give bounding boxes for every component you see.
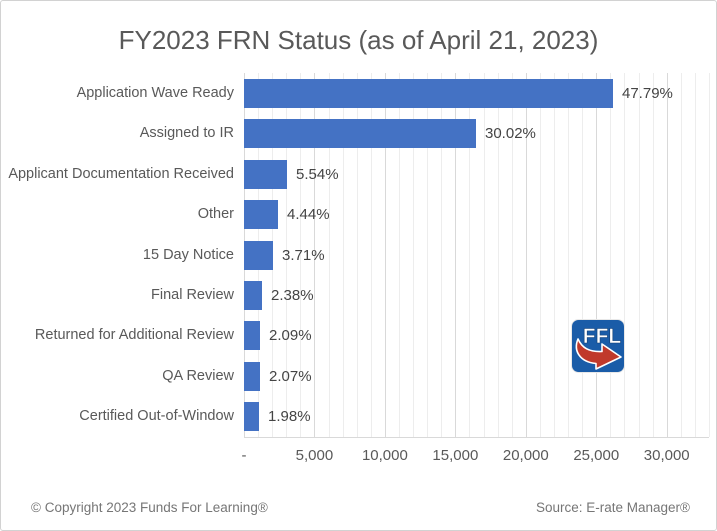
source-text: Source: E-rate Manager® [535,500,690,515]
major-gridline [526,73,527,437]
minor-gridline [512,73,513,437]
bar [244,280,262,310]
x-tick-label: 20,000 [502,447,549,464]
logo-arrow-icon [575,338,622,370]
minor-gridline [695,73,696,437]
minor-gridline [441,73,442,437]
x-tick-label: 30,000 [643,447,690,464]
bar [244,159,287,189]
category-label: Application Wave Ready [76,84,234,101]
minor-gridline [709,73,710,437]
bar [244,78,613,108]
major-gridline [385,73,386,437]
minor-gridline [300,73,301,437]
category-label: Returned for Additional Review [34,327,234,344]
category-label: QA Review [162,367,234,384]
value-label: 2.07% [269,367,312,385]
minor-gridline [329,73,330,437]
minor-gridline [469,73,470,437]
category-label: Assigned to IR [139,125,234,142]
bar [244,361,260,391]
category-label: Other [197,206,234,223]
category-label: Final Review [151,286,234,303]
value-label: 1.98% [268,408,311,426]
category-label: Applicant Documentation Received [8,165,234,182]
copyright-text: © Copyright 2023 Funds For Learning® [31,500,268,515]
x-tick-label: 10,000 [361,447,408,464]
value-label: 30.02% [485,125,536,143]
major-gridline [596,73,597,437]
minor-gridline [498,73,499,437]
major-gridline [667,73,668,437]
value-label: 3.71% [282,246,325,264]
value-label: 47.79% [622,84,673,102]
minor-gridline [568,73,569,437]
minor-gridline [286,73,287,437]
value-label: 2.38% [271,286,314,304]
minor-gridline [681,73,682,437]
bar [244,119,476,149]
bar [244,200,278,230]
minor-gridline [639,73,640,437]
minor-gridline [413,73,414,437]
minor-gridline [371,73,372,437]
chart-title: FY2023 FRN Status (as of April 21, 2023) [118,25,599,55]
minor-gridline [582,73,583,437]
logo-text: FFL [583,325,622,348]
value-label: 2.09% [269,327,312,345]
category-label: 15 Day Notice [142,246,234,263]
category-label: Certified Out-of-Window [79,408,234,425]
major-gridline [314,73,315,437]
ffl-logo: FFL [571,319,625,373]
minor-gridline [427,73,428,437]
minor-gridline [343,73,344,437]
value-label: 4.44% [287,206,330,224]
bar [244,402,259,432]
minor-gridline [540,73,541,437]
minor-gridline [624,73,625,437]
minor-gridline [554,73,555,437]
minor-gridline [610,73,611,437]
value-label: 5.54% [296,165,339,183]
bar [244,240,273,270]
x-tick-label: 15,000 [432,447,479,464]
minor-gridline [357,73,358,437]
x-tick-label: 5,000 [295,447,334,464]
x-tick-label: - [241,447,247,464]
bar [244,321,260,351]
major-gridline [455,73,456,437]
minor-gridline [484,73,485,437]
x-tick-label: 25,000 [573,447,620,464]
minor-gridline [653,73,654,437]
minor-gridline [399,73,400,437]
